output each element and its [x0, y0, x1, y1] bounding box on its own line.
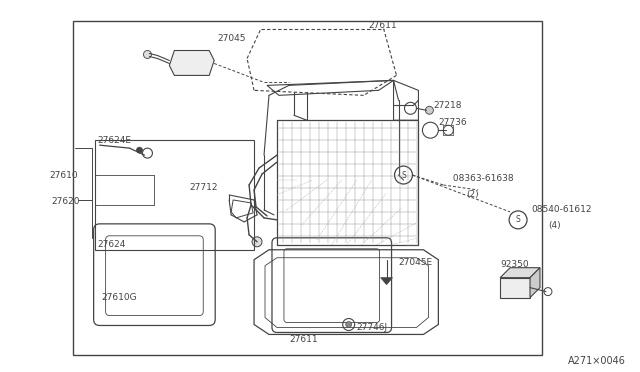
Text: (4): (4) — [548, 221, 561, 230]
Polygon shape — [530, 268, 540, 298]
Polygon shape — [500, 268, 540, 278]
Text: 27045E: 27045E — [399, 258, 433, 267]
Text: 08540-61612: 08540-61612 — [531, 205, 591, 214]
Text: S: S — [516, 215, 520, 224]
Text: 27620: 27620 — [52, 198, 80, 206]
Text: 08363-61638: 08363-61638 — [451, 173, 514, 183]
Text: 27218: 27218 — [433, 101, 462, 110]
Circle shape — [509, 211, 527, 229]
Text: 27624: 27624 — [98, 240, 126, 249]
Circle shape — [426, 106, 433, 114]
Circle shape — [252, 237, 262, 247]
Text: 27045: 27045 — [217, 34, 246, 43]
Text: A271×0046: A271×0046 — [568, 356, 626, 366]
Text: 92350: 92350 — [500, 260, 529, 269]
Text: 27712: 27712 — [189, 183, 218, 192]
Polygon shape — [170, 51, 214, 76]
Circle shape — [143, 51, 152, 58]
Text: 27746J: 27746J — [356, 323, 388, 332]
Polygon shape — [381, 278, 392, 285]
Circle shape — [136, 147, 143, 153]
Bar — [74, 21, 542, 355]
Circle shape — [346, 321, 352, 327]
Text: S: S — [401, 170, 406, 180]
Text: 27610G: 27610G — [102, 293, 137, 302]
Text: 27610: 27610 — [50, 170, 79, 180]
Text: 27611: 27611 — [369, 21, 397, 30]
Text: 27736: 27736 — [438, 118, 467, 127]
Polygon shape — [500, 278, 530, 298]
Text: (2): (2) — [467, 190, 479, 199]
Text: 27624E: 27624E — [98, 136, 132, 145]
Text: 27611: 27611 — [289, 335, 317, 344]
Bar — [95, 140, 254, 250]
Circle shape — [394, 166, 412, 184]
